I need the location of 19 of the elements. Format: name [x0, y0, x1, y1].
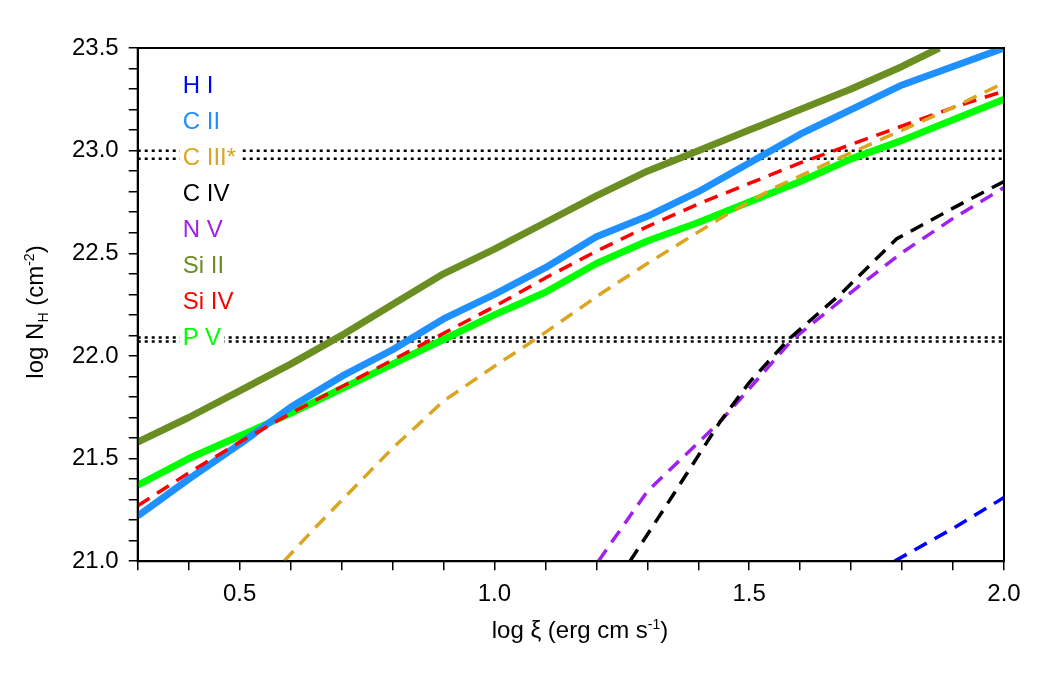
y-tick-label: 21.5: [71, 443, 119, 471]
y-tick-label: 22.5: [71, 237, 119, 265]
x-tick-label: 1.5: [732, 579, 766, 607]
text: P V: [182, 322, 221, 350]
text: C III*: [182, 142, 237, 170]
text: N V: [182, 214, 223, 242]
y-tick-label: 23.0: [71, 135, 119, 163]
text: H I: [182, 70, 214, 98]
y-tick-label: 21.0: [71, 545, 119, 573]
x-tick-label: 1.0: [477, 579, 512, 607]
text: Si II: [182, 250, 225, 278]
x-tick-label: 2.0: [987, 579, 1021, 607]
text: C II: [182, 106, 221, 134]
y-tick-label: 22.0: [71, 340, 119, 368]
text: 0.5: [222, 579, 257, 607]
text: Si IV: [182, 286, 234, 314]
x-axis-title: log ξ (erg cm s$^{-1}$): [490, 616, 670, 644]
text: C IV: [182, 178, 230, 206]
y-tick-label: 23.5: [71, 32, 119, 60]
